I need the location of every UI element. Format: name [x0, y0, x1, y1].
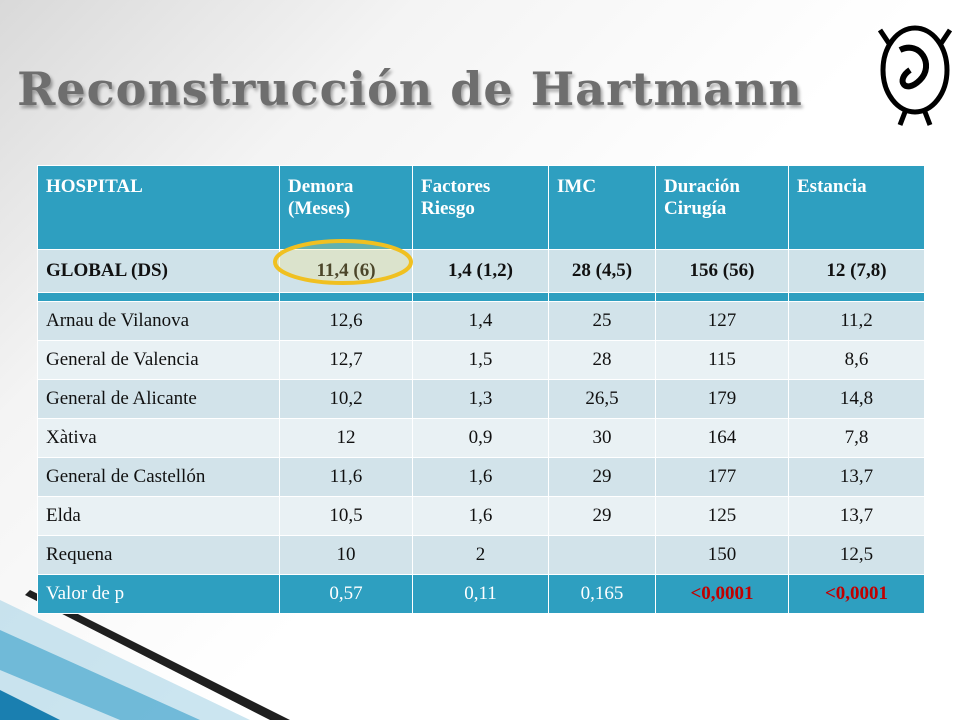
- table-cell: 14,8: [788, 379, 925, 419]
- table-cell: 11,2: [788, 301, 925, 341]
- table-cell: 179: [655, 379, 789, 419]
- table-cell: 12,6: [279, 301, 413, 341]
- table-cell: 10,5: [279, 496, 413, 536]
- table-cell: Estancia: [788, 165, 925, 250]
- table-cell: 0,57: [279, 574, 413, 614]
- table-cell: [548, 535, 656, 575]
- table-cell: Elda: [37, 496, 280, 536]
- hospital-row: General de Valencia 12,7 1,5 28 115 8,6: [37, 340, 925, 380]
- table-cell: <0,0001: [788, 574, 925, 614]
- table-cell: 12,5: [788, 535, 925, 575]
- table-cell: 177: [655, 457, 789, 497]
- table-cell: 1,6: [412, 457, 549, 497]
- table-cell: 8,6: [788, 340, 925, 380]
- hospital-row: Requena 10 2 150 12,5: [37, 535, 925, 575]
- table-cell: 0,165: [548, 574, 656, 614]
- hospital-row: Xàtiva 12 0,9 30 164 7,8: [37, 418, 925, 458]
- table-cell: 7,8: [788, 418, 925, 458]
- table-cell: 11,4 (6): [279, 249, 413, 293]
- table-cell: 1,6: [412, 496, 549, 536]
- table-cell: HOSPITAL: [37, 165, 280, 250]
- table-cell: IMC: [548, 165, 656, 250]
- separator-cell: [37, 292, 280, 302]
- table-cell: 1,4 (1,2): [412, 249, 549, 293]
- table-cell: 0,11: [412, 574, 549, 614]
- table-cell: 11,6: [279, 457, 413, 497]
- table-cell: 10: [279, 535, 413, 575]
- table-cell: Requena: [37, 535, 280, 575]
- hospital-row: General de Alicante 10,2 1,3 26,5 179 14,8: [37, 379, 925, 419]
- header-row: HOSPITAL Demora (Meses) Factores Riesgo IMC…: [37, 165, 925, 250]
- table-cell: Demora (Meses): [279, 165, 413, 250]
- separator-cell: [655, 292, 789, 302]
- table-cell: 13,7: [788, 457, 925, 497]
- table-cell: Duración Cirugía: [655, 165, 789, 250]
- table-cell: 0,9: [412, 418, 549, 458]
- table-cell: 164: [655, 418, 789, 458]
- table-cell: Valor de p: [37, 574, 280, 614]
- table-cell: General de Castellón: [37, 457, 280, 497]
- table-cell: General de Alicante: [37, 379, 280, 419]
- table-cell: GLOBAL (DS): [37, 249, 280, 293]
- separator-cell: [412, 292, 549, 302]
- table-cell: 150: [655, 535, 789, 575]
- separator-cell: [788, 292, 925, 302]
- data-table: HOSPITAL Demora (Meses) Factores Riesgo IMC…: [37, 165, 925, 614]
- table-cell: 13,7: [788, 496, 925, 536]
- table-cell: General de Valencia: [37, 340, 280, 380]
- table-cell: 1,5: [412, 340, 549, 380]
- table-cell: Xàtiva: [37, 418, 280, 458]
- table-cell: 2: [412, 535, 549, 575]
- table-cell: 10,2: [279, 379, 413, 419]
- table-cell: 28: [548, 340, 656, 380]
- pvalue-row: Valor de p 0,57 0,11 0,165 <0,0001 <0,0001: [37, 574, 925, 614]
- hospital-row: General de Castellón 11,6 1,6 29 177 13,7: [37, 457, 925, 497]
- global-row: GLOBAL (DS) 11,4 (6) 1,4 (1,2) 28 (4,5) 156 …: [37, 249, 925, 293]
- table-cell: 28 (4,5): [548, 249, 656, 293]
- table-cell: Factores Riesgo: [412, 165, 549, 250]
- hospital-row: Arnau de Vilanova 12,6 1,4 25 127 11,2: [37, 301, 925, 341]
- table-cell: <0,0001: [655, 574, 789, 614]
- table-cell: 156 (56): [655, 249, 789, 293]
- table-cell: 115: [655, 340, 789, 380]
- table-cell: 12 (7,8): [788, 249, 925, 293]
- table-cell: 26,5: [548, 379, 656, 419]
- separator-cell: [548, 292, 656, 302]
- table-cell: 12: [279, 418, 413, 458]
- table-cell: 1,4: [412, 301, 549, 341]
- table-cell: 127: [655, 301, 789, 341]
- table-cell: 29: [548, 457, 656, 497]
- table-cell: 1,3: [412, 379, 549, 419]
- table-cell: 30: [548, 418, 656, 458]
- separator-row: [37, 292, 925, 302]
- slide-title: Reconstrucción de Hartmann: [17, 62, 803, 116]
- table-cell: 125: [655, 496, 789, 536]
- table-cell: 25: [548, 301, 656, 341]
- hospital-row: Elda 10,5 1,6 29 125 13,7: [37, 496, 925, 536]
- table-cell: 12,7: [279, 340, 413, 380]
- table-cell: 29: [548, 496, 656, 536]
- table-cell: Arnau de Vilanova: [37, 301, 280, 341]
- separator-cell: [279, 292, 413, 302]
